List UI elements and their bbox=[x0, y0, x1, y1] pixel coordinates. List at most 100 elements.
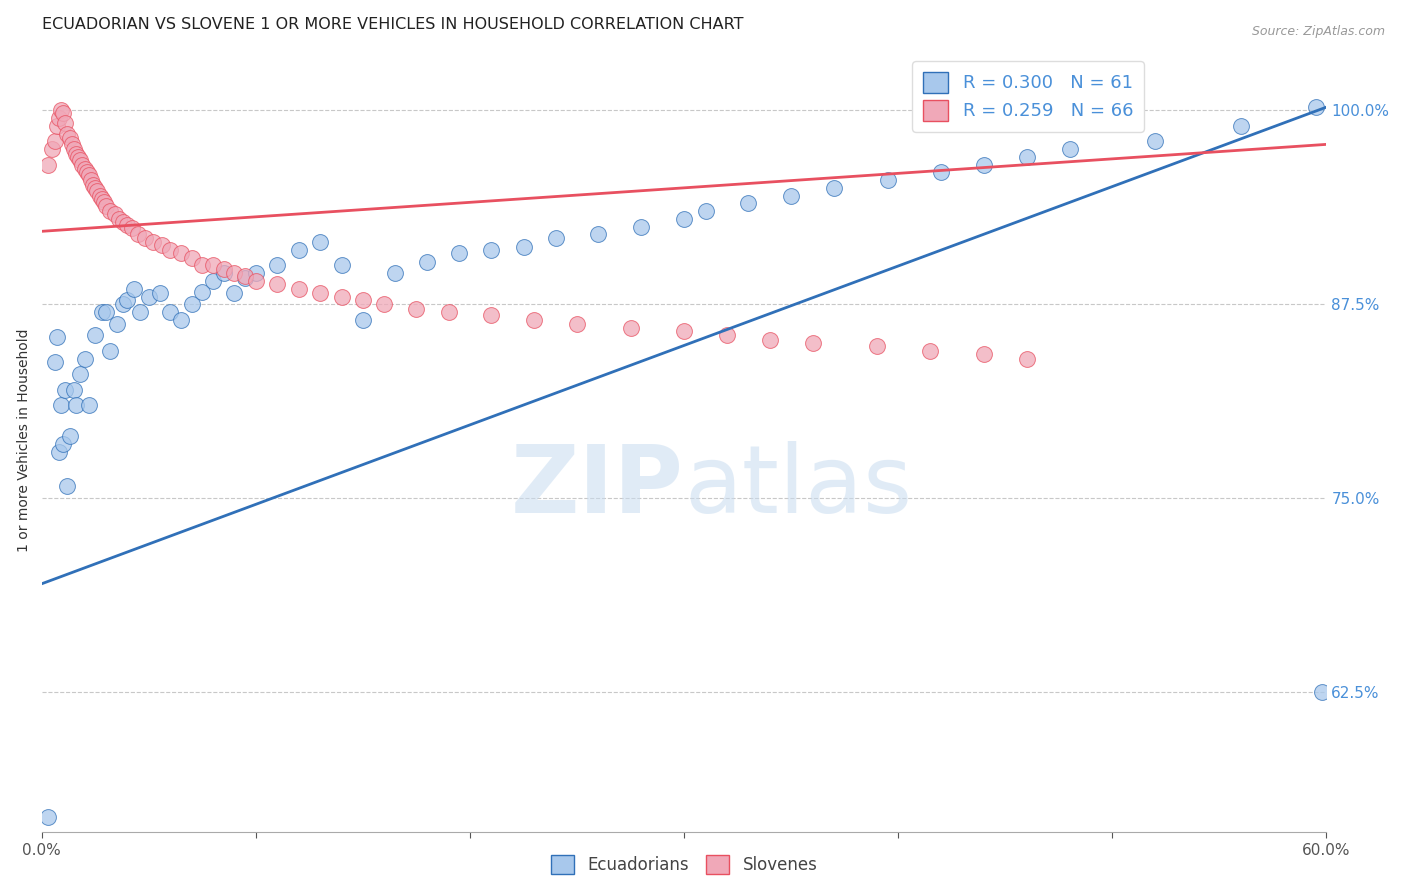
Point bbox=[481, 308, 503, 322]
Point bbox=[330, 259, 353, 273]
Point bbox=[973, 157, 995, 171]
Point bbox=[695, 204, 717, 219]
Point bbox=[309, 286, 332, 301]
Point bbox=[93, 194, 115, 209]
Point bbox=[150, 238, 173, 252]
Point bbox=[620, 320, 643, 334]
Point bbox=[929, 165, 952, 179]
Point bbox=[122, 282, 145, 296]
Point bbox=[117, 218, 139, 232]
Point bbox=[63, 142, 86, 156]
Point bbox=[180, 297, 202, 311]
Point bbox=[287, 282, 309, 296]
Point bbox=[266, 277, 288, 291]
Point bbox=[84, 328, 107, 343]
Point bbox=[53, 383, 76, 397]
Point bbox=[148, 286, 170, 301]
Point bbox=[287, 243, 309, 257]
Point bbox=[76, 165, 98, 179]
Point bbox=[481, 243, 503, 257]
Point bbox=[758, 333, 780, 347]
Point bbox=[170, 313, 193, 327]
Point bbox=[37, 157, 59, 171]
Point bbox=[1310, 685, 1333, 699]
Point bbox=[49, 398, 72, 412]
Point bbox=[73, 162, 96, 177]
Point bbox=[384, 266, 406, 280]
Point bbox=[544, 230, 567, 244]
Point bbox=[673, 324, 696, 338]
Point bbox=[48, 111, 70, 125]
Point bbox=[565, 318, 588, 332]
Point bbox=[202, 274, 225, 288]
Point bbox=[59, 131, 82, 145]
Point bbox=[523, 313, 546, 327]
Point bbox=[405, 301, 427, 316]
Point bbox=[801, 336, 824, 351]
Point bbox=[245, 274, 267, 288]
Point bbox=[52, 106, 75, 120]
Point bbox=[191, 285, 214, 299]
Point bbox=[191, 259, 214, 273]
Point bbox=[69, 367, 91, 381]
Point bbox=[202, 259, 225, 273]
Point bbox=[1015, 150, 1038, 164]
Point bbox=[129, 305, 152, 319]
Point bbox=[90, 192, 112, 206]
Point bbox=[233, 271, 256, 285]
Point bbox=[80, 173, 103, 187]
Point bbox=[1015, 351, 1038, 366]
Point bbox=[69, 153, 91, 167]
Point bbox=[37, 810, 59, 824]
Point bbox=[105, 318, 128, 332]
Point bbox=[212, 261, 235, 276]
Text: ECUADORIAN VS SLOVENE 1 OR MORE VEHICLES IN HOUSEHOLD CORRELATION CHART: ECUADORIAN VS SLOVENE 1 OR MORE VEHICLES… bbox=[42, 17, 744, 32]
Point bbox=[416, 255, 439, 269]
Text: ZIP: ZIP bbox=[512, 442, 685, 533]
Point bbox=[673, 211, 696, 226]
Point bbox=[630, 219, 652, 234]
Point bbox=[98, 343, 121, 358]
Point bbox=[1059, 142, 1081, 156]
Point bbox=[49, 103, 72, 118]
Point bbox=[373, 297, 395, 311]
Point bbox=[86, 184, 108, 198]
Point bbox=[89, 188, 111, 202]
Point bbox=[973, 347, 995, 361]
Point bbox=[121, 221, 143, 235]
Y-axis label: 1 or more Vehicles in Household: 1 or more Vehicles in Household bbox=[17, 328, 31, 552]
Point bbox=[224, 266, 246, 280]
Point bbox=[65, 398, 87, 412]
Point bbox=[65, 146, 87, 161]
Point bbox=[84, 181, 107, 195]
Point bbox=[159, 243, 181, 257]
Text: atlas: atlas bbox=[685, 442, 912, 533]
Point bbox=[780, 188, 803, 202]
Point bbox=[45, 330, 67, 344]
Point bbox=[266, 259, 288, 273]
Point bbox=[117, 293, 139, 307]
Point bbox=[56, 127, 79, 141]
Point bbox=[52, 437, 75, 451]
Point bbox=[330, 289, 353, 303]
Point bbox=[876, 173, 898, 187]
Point bbox=[352, 293, 374, 307]
Point bbox=[90, 305, 112, 319]
Point bbox=[449, 246, 471, 260]
Point bbox=[112, 215, 135, 229]
Point bbox=[94, 199, 117, 213]
Point bbox=[588, 227, 610, 242]
Point bbox=[170, 246, 193, 260]
Point bbox=[142, 235, 165, 250]
Point bbox=[94, 305, 117, 319]
Point bbox=[180, 251, 202, 265]
Point bbox=[108, 211, 131, 226]
Point bbox=[73, 351, 96, 366]
Point bbox=[48, 444, 70, 458]
Point bbox=[245, 266, 267, 280]
Point bbox=[138, 289, 160, 303]
Point bbox=[63, 383, 86, 397]
Point bbox=[823, 181, 845, 195]
Text: Source: ZipAtlas.com: Source: ZipAtlas.com bbox=[1251, 25, 1385, 38]
Legend: Ecuadorians, Slovenes: Ecuadorians, Slovenes bbox=[543, 847, 825, 882]
